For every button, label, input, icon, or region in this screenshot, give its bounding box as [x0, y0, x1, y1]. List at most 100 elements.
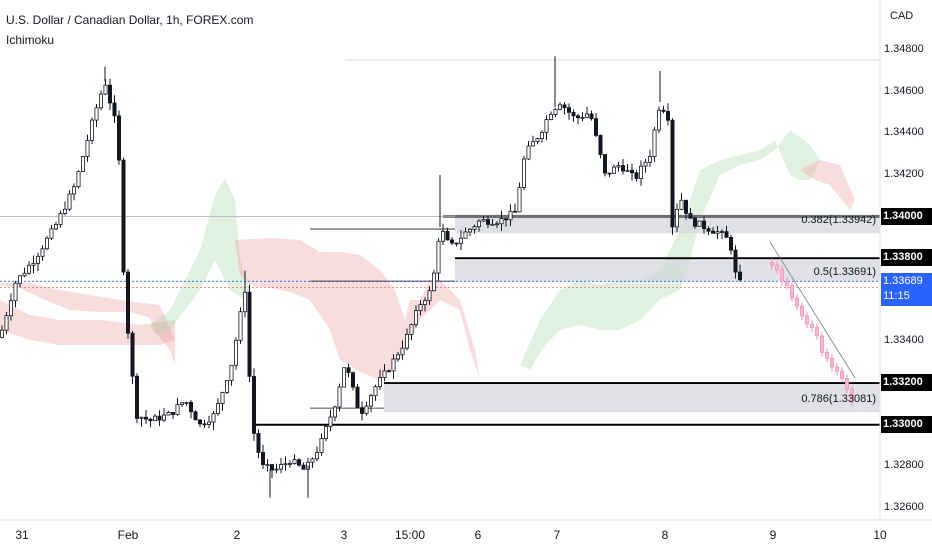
- candle-up: [720, 231, 725, 234]
- candle-up: [400, 347, 405, 356]
- candle-up: [679, 199, 684, 210]
- candle-up: [458, 237, 463, 244]
- candle-up: [206, 421, 211, 425]
- candle-down: [256, 432, 261, 453]
- time-tick: 2: [233, 528, 241, 542]
- candle-down: [260, 452, 265, 466]
- candle-up: [99, 93, 104, 109]
- time-tick: 15:00: [394, 528, 426, 542]
- projection-candle: [820, 335, 824, 353]
- candle-down: [562, 104, 567, 109]
- candle-up: [558, 104, 563, 110]
- projection-candle: [830, 358, 834, 368]
- bar-countdown: 11:15: [883, 290, 910, 303]
- fib-zone: [384, 385, 880, 413]
- candle-up: [368, 395, 373, 407]
- candle-down: [485, 219, 490, 225]
- currency-label: CAD: [890, 10, 914, 22]
- candle-up: [49, 228, 54, 239]
- candle-down: [355, 386, 360, 409]
- candle-down: [108, 84, 113, 104]
- candle-up: [166, 412, 171, 416]
- candle-down: [621, 165, 626, 172]
- projection-candle: [770, 262, 774, 266]
- candle-down: [350, 372, 355, 388]
- fib-zone: [455, 260, 880, 282]
- candle-down: [702, 220, 707, 229]
- candle-down: [598, 135, 603, 155]
- current-price-badge: 1.33689 11:15: [881, 273, 932, 307]
- candle-up: [373, 386, 378, 397]
- projection-candle: [780, 269, 784, 282]
- level-badge: 1.33200: [881, 374, 932, 392]
- candle-down: [197, 419, 202, 425]
- candle-up: [8, 300, 13, 317]
- cloud-area: [800, 160, 855, 210]
- candle-up: [535, 138, 540, 143]
- candle-down: [251, 376, 256, 434]
- projection-candle: [825, 352, 829, 359]
- fib-level-label: 0.786(1.33081): [801, 392, 876, 405]
- candle-up: [287, 463, 292, 465]
- candle-down: [126, 271, 131, 334]
- candle-up: [67, 193, 72, 210]
- time-tick: 7: [553, 528, 561, 542]
- candle-up: [0, 329, 4, 338]
- candle-up: [643, 161, 648, 167]
- candle-down: [571, 111, 576, 117]
- level-badge: 1.33800: [881, 249, 932, 267]
- candle-down: [567, 107, 572, 113]
- candle-down: [661, 109, 666, 112]
- indicator-name: Ichimoku: [6, 33, 55, 47]
- candle-up: [481, 219, 486, 222]
- candle-up: [323, 426, 328, 439]
- candle-down: [296, 459, 301, 466]
- candle-down: [706, 228, 711, 232]
- candle-up: [508, 210, 513, 221]
- candle-down: [688, 212, 693, 219]
- projection-candle: [835, 366, 839, 372]
- projection-candle: [795, 297, 799, 307]
- candle-down: [503, 218, 508, 221]
- candle-down: [589, 113, 594, 120]
- candle-down: [607, 172, 612, 175]
- candle-up: [265, 464, 270, 466]
- candle-down: [188, 401, 193, 413]
- candle-up: [675, 208, 680, 228]
- candle-up: [152, 415, 157, 422]
- candle-up: [76, 171, 81, 188]
- candle-down: [670, 119, 675, 228]
- candle-up: [715, 231, 720, 234]
- projection-candle: [775, 264, 779, 270]
- candle-up: [337, 386, 342, 408]
- candle-down: [603, 154, 608, 174]
- candle-down: [729, 237, 734, 251]
- time-tick: 10: [873, 528, 887, 542]
- candle-up: [220, 392, 225, 404]
- time-tick: 31: [15, 528, 29, 542]
- price-tick: 1.33400: [884, 334, 924, 347]
- candle-up: [625, 169, 630, 172]
- candle-up: [657, 109, 662, 131]
- candle-down: [724, 231, 729, 238]
- candle-up: [382, 370, 387, 378]
- candle-up: [476, 220, 481, 228]
- candle-up: [549, 114, 554, 120]
- candle-up: [436, 240, 441, 274]
- candle-up: [540, 131, 545, 140]
- candle-down: [630, 169, 635, 174]
- projection-candle: [805, 315, 809, 325]
- candle-down: [202, 423, 207, 426]
- chart-header: U.S. Dollar / Canadian Dollar, 1h, FOREX…: [6, 12, 253, 48]
- candle-up: [54, 224, 59, 230]
- current-price-value: 1.33689: [883, 275, 923, 288]
- candle-down: [454, 242, 459, 245]
- candle-up: [103, 84, 108, 95]
- time-tick: 6: [474, 528, 482, 542]
- price-tick: 1.34600: [884, 84, 924, 97]
- candle-down: [193, 411, 198, 421]
- candle-up: [31, 262, 36, 266]
- candle-down: [576, 115, 581, 119]
- candles: [0, 56, 743, 498]
